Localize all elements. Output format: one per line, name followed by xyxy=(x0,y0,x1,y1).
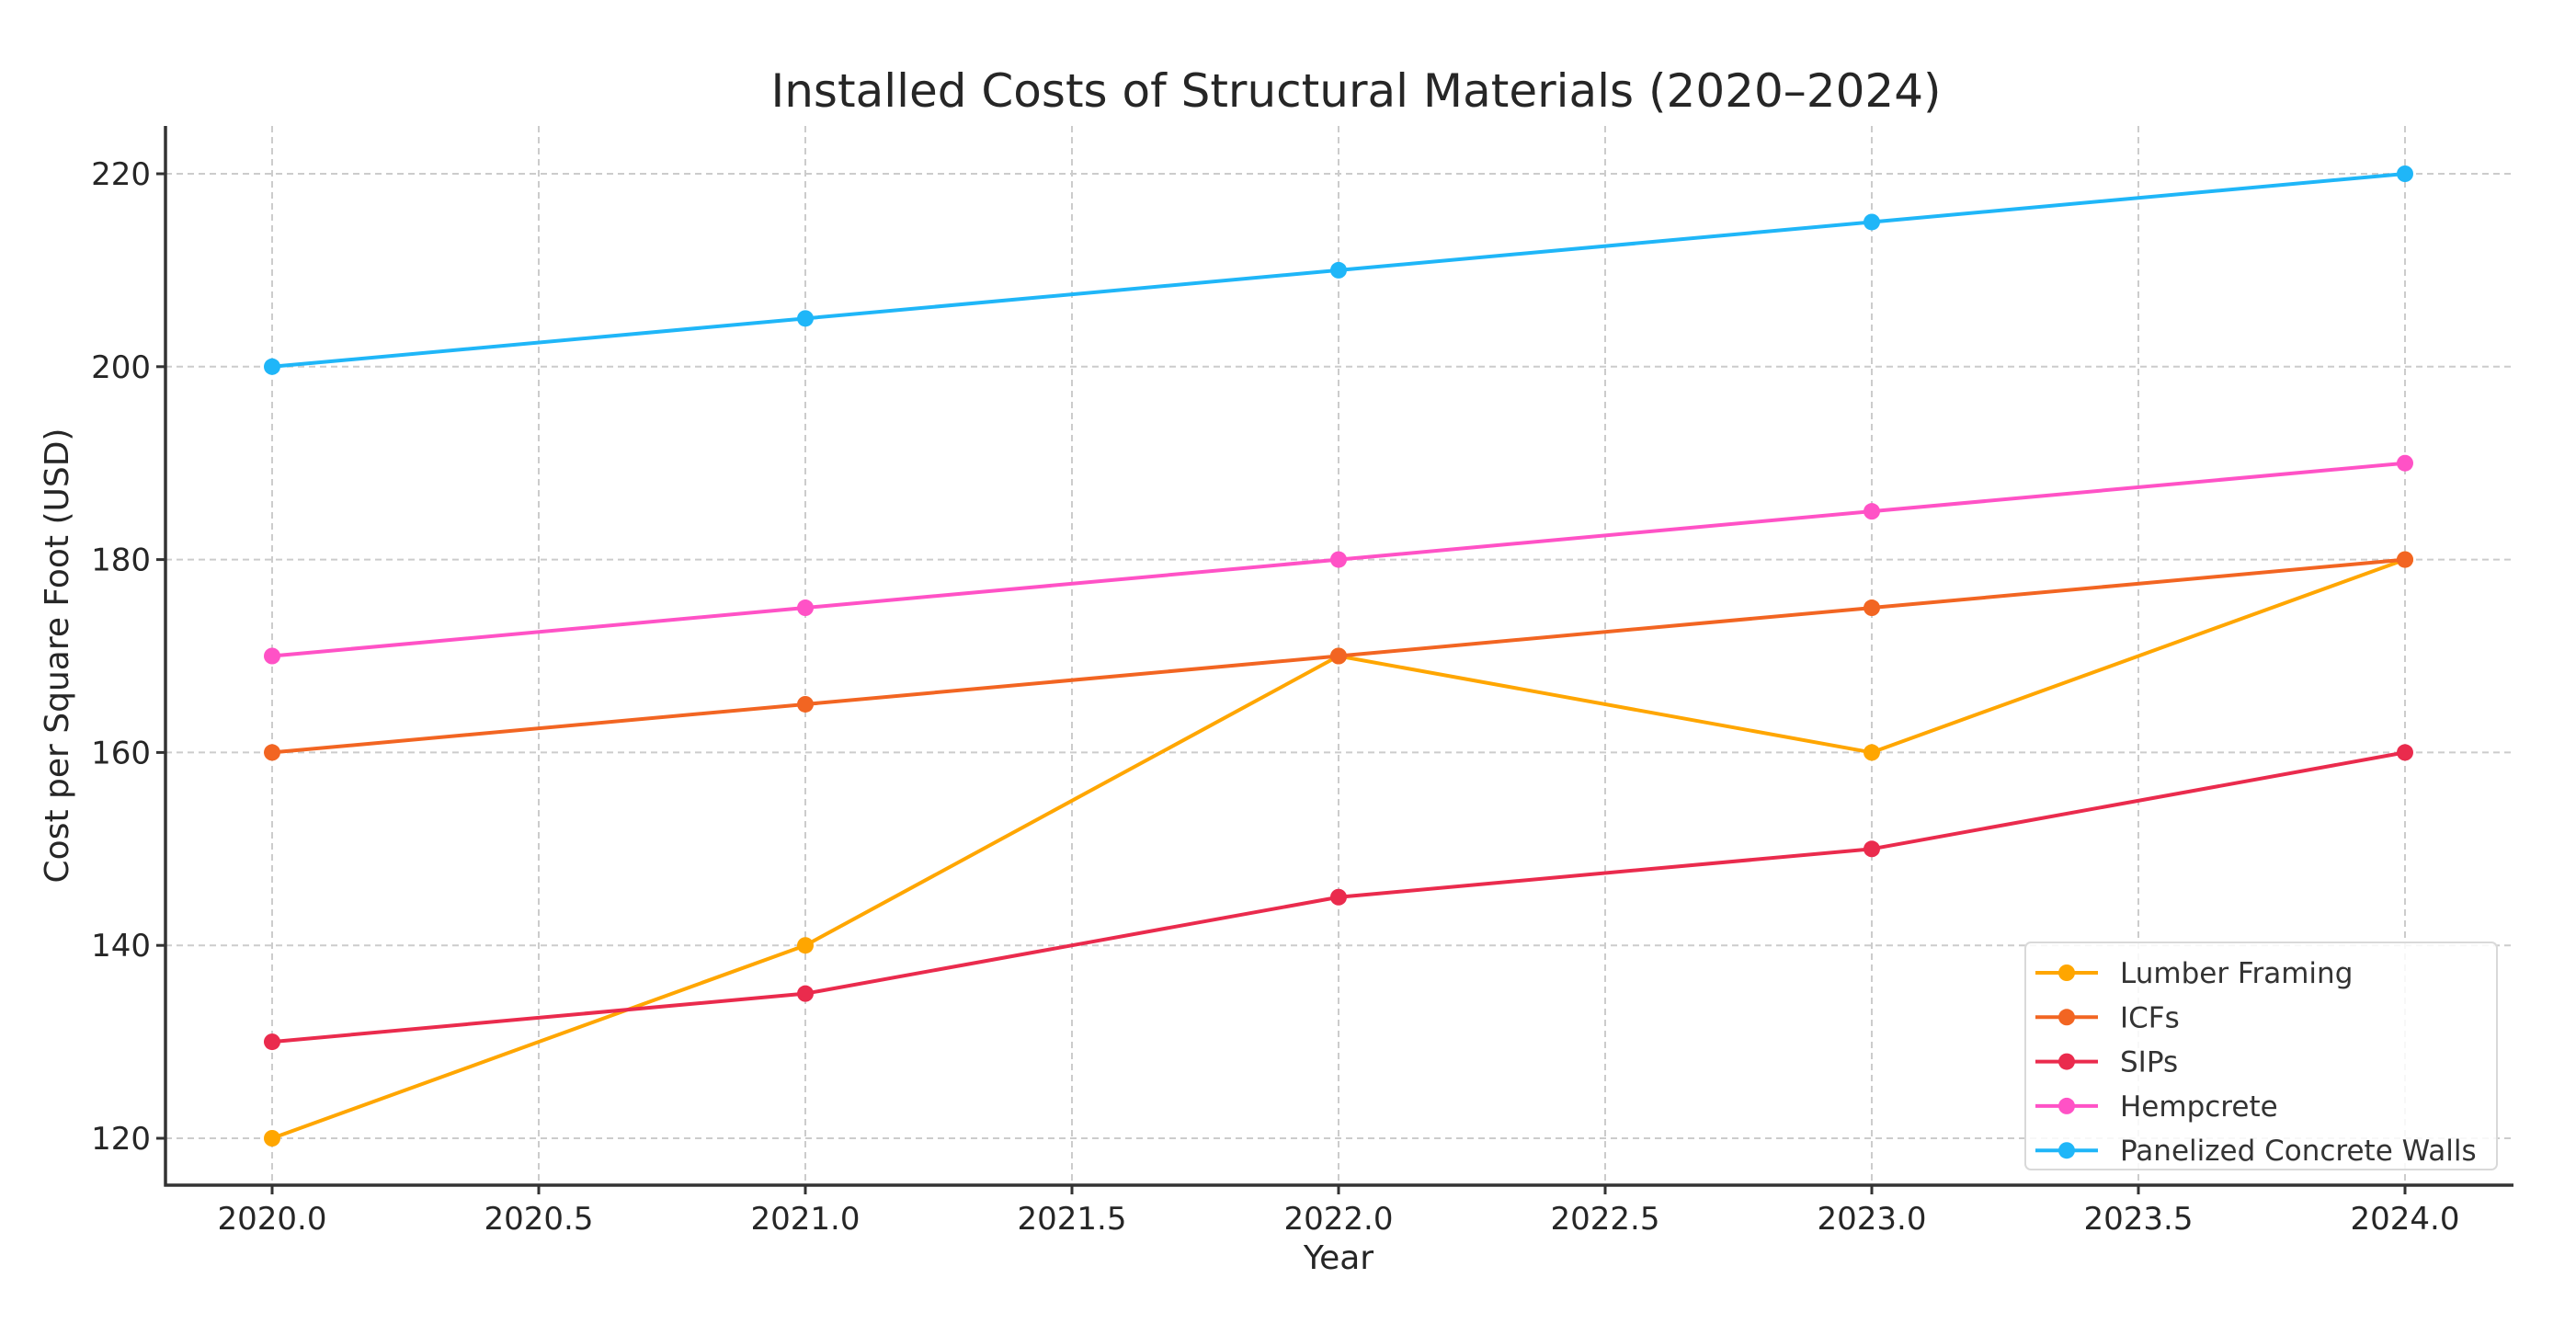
x-tick-label: 2022.5 xyxy=(1551,1201,1660,1238)
legend-marker xyxy=(2058,1009,2075,1026)
x-tick-label: 2020.5 xyxy=(484,1201,594,1238)
y-ticks: 120 140 160 180 200 220 xyxy=(91,156,165,1158)
series-hempcrete xyxy=(264,454,2413,665)
data-point xyxy=(264,1130,280,1147)
data-point xyxy=(1864,840,1880,858)
legend-item: SIPs xyxy=(2035,1046,2178,1079)
legend-marker xyxy=(2058,964,2075,981)
data-point xyxy=(264,358,280,375)
data-point xyxy=(2397,551,2413,568)
legend-label: SIPs xyxy=(2120,1046,2178,1079)
data-point xyxy=(1864,599,1880,617)
y-tick-label: 200 xyxy=(91,349,151,386)
x-tick-label: 2021.0 xyxy=(751,1201,861,1238)
data-point xyxy=(797,310,814,327)
data-point xyxy=(1330,888,1347,906)
y-tick-label: 160 xyxy=(91,735,151,771)
legend-marker xyxy=(2058,1053,2075,1070)
legend-label: Lumber Framing xyxy=(2120,957,2353,990)
data-point xyxy=(2397,744,2413,761)
data-point xyxy=(2397,166,2413,182)
x-tick-label: 2020.0 xyxy=(218,1201,327,1238)
chart-title: Installed Costs of Structural Materials … xyxy=(770,64,1941,118)
x-axis-label: Year xyxy=(1303,1239,1373,1277)
legend-label: Panelized Concrete Walls xyxy=(2120,1135,2477,1168)
y-tick-label: 140 xyxy=(91,928,151,964)
legend-item: ICFs xyxy=(2035,1001,2180,1034)
series-icfs xyxy=(264,551,2413,761)
data-point xyxy=(1864,503,1880,520)
x-tick-label: 2023.5 xyxy=(2084,1201,2194,1238)
data-point xyxy=(1330,647,1347,665)
data-point xyxy=(1330,261,1347,279)
data-point xyxy=(1864,744,1880,761)
legend-box xyxy=(2024,942,2498,1170)
data-point xyxy=(2397,454,2413,472)
series-sips xyxy=(264,744,2413,1051)
legend-marker xyxy=(2058,1097,2075,1114)
y-tick-label: 180 xyxy=(91,542,151,579)
y-tick-label: 220 xyxy=(91,156,151,193)
x-ticks: 2020.0 2020.5 2021.0 2021.5 2022.0 2022.5 2023… xyxy=(218,1185,2460,1238)
x-tick-label: 2023.0 xyxy=(1818,1201,1927,1238)
data-point xyxy=(797,985,814,1002)
data-point xyxy=(1330,551,1347,568)
legend-item: Hempcrete xyxy=(2035,1090,2278,1124)
data-point xyxy=(797,599,814,617)
legend-label: ICFs xyxy=(2120,1001,2180,1034)
series-layer xyxy=(264,166,2413,1147)
data-point xyxy=(264,744,280,761)
x-tick-label: 2024.0 xyxy=(2351,1201,2460,1238)
legend: Lumber Framing ICFs SIPs Hempcrete Panelized… xyxy=(2024,942,2498,1170)
x-tick-label: 2021.5 xyxy=(1018,1201,1127,1238)
data-point xyxy=(264,647,280,665)
y-axis-label: Cost per Square Foot (USD) xyxy=(39,428,76,884)
legend-item: Lumber Framing xyxy=(2035,957,2353,990)
data-point xyxy=(797,695,814,713)
x-tick-label: 2022.0 xyxy=(1284,1201,1394,1238)
data-point xyxy=(1864,213,1880,231)
legend-item: Panelized Concrete Walls xyxy=(2035,1135,2477,1168)
data-point xyxy=(797,937,814,954)
y-tick-label: 120 xyxy=(91,1121,151,1158)
legend-marker xyxy=(2058,1142,2075,1159)
legend-label: Hempcrete xyxy=(2120,1090,2278,1124)
data-point xyxy=(264,1033,280,1051)
series-panelized-concrete-walls xyxy=(264,166,2413,375)
